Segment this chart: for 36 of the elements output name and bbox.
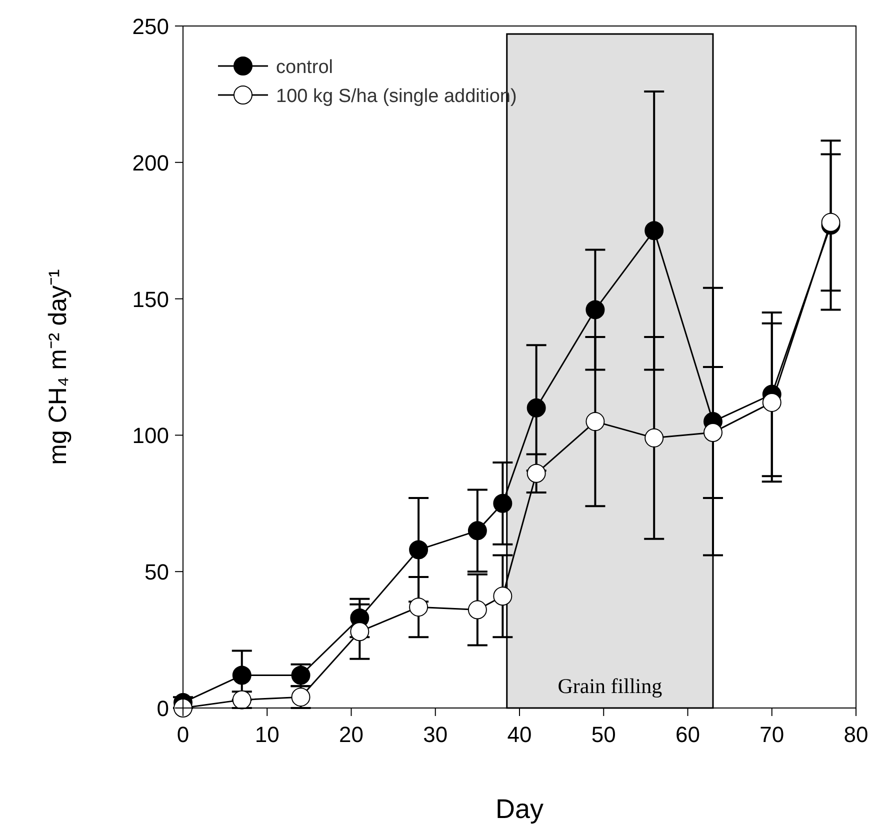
y-tick-label: 100 <box>132 423 169 448</box>
x-axis-title: Day <box>495 794 544 824</box>
y-tick-label: 50 <box>144 560 169 585</box>
x-tick-label: 60 <box>676 722 700 747</box>
point <box>703 422 722 442</box>
y-tick-label: 150 <box>132 286 169 312</box>
point <box>493 494 512 513</box>
point <box>644 221 664 240</box>
x-tick-label: 0 <box>176 722 190 747</box>
point <box>526 398 546 418</box>
point <box>821 212 840 232</box>
point <box>493 586 512 606</box>
y-tick-label: 0 <box>156 696 169 721</box>
point <box>174 698 192 718</box>
legend-label: control <box>276 57 334 78</box>
y-axis-title: mg CH₄ m⁻² day⁻¹ <box>44 269 72 465</box>
x-tick-label: 50 <box>591 722 616 747</box>
point <box>350 622 370 642</box>
y-tick-label: 250 <box>132 14 169 39</box>
point <box>586 300 605 320</box>
point <box>468 521 487 540</box>
x-tick-label: 20 <box>339 722 364 747</box>
x-tick-label: 40 <box>507 722 532 747</box>
band-label: Grain filling <box>558 674 663 698</box>
point <box>526 464 546 483</box>
point <box>762 392 782 412</box>
x-tick-label: 70 <box>760 722 784 747</box>
x-tick-label: 80 <box>844 722 868 747</box>
x-tick-label: 10 <box>254 722 280 747</box>
point <box>644 428 664 448</box>
point <box>586 412 605 432</box>
point <box>409 598 428 617</box>
point <box>232 666 252 685</box>
point <box>409 540 428 560</box>
x-tick-label: 30 <box>423 722 448 747</box>
y-tick-label: 200 <box>132 150 169 176</box>
